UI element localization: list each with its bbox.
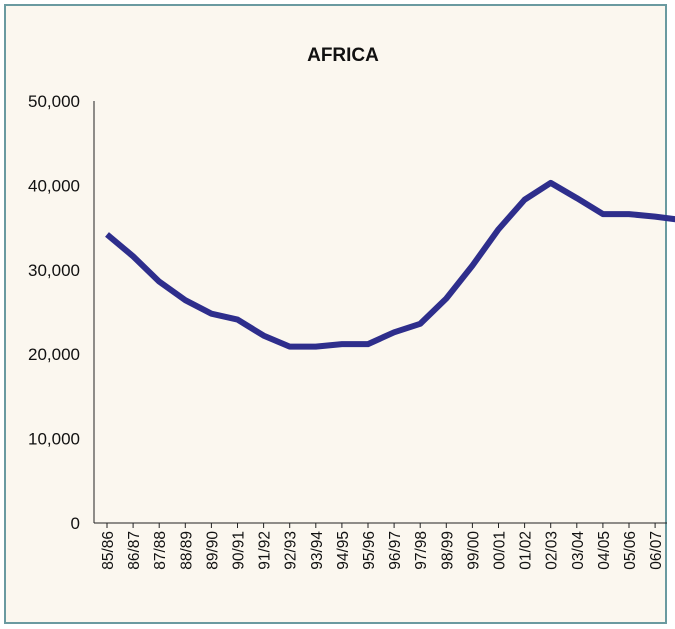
- series-line: [105, 179, 675, 350]
- chart-title: AFRICA: [307, 45, 379, 66]
- x-tick-label: 97/98: [413, 531, 430, 570]
- y-tick-label: 10,000: [28, 430, 80, 449]
- x-tick-label: 00/01: [492, 531, 509, 570]
- series-layer: [105, 179, 675, 350]
- x-tick-label: 06/07: [648, 531, 665, 570]
- chart-axes: [93, 101, 667, 524]
- y-tick-label: 20,000: [28, 345, 80, 364]
- y-tick-labels: 0 10,000 20,000 30,000 40,000 50,000: [28, 92, 80, 533]
- x-tick-label: 92/93: [283, 531, 300, 570]
- x-tick-label: 85/86: [100, 531, 117, 570]
- y-tick-label: 0: [71, 514, 80, 533]
- x-tick-label: 02/03: [544, 531, 561, 570]
- x-tick-label: 98/99: [439, 531, 456, 570]
- x-tick-label: 95/96: [361, 531, 378, 570]
- x-tick-label: 91/92: [257, 531, 274, 570]
- chart-frame: [4, 4, 667, 624]
- x-tick-label: 87/88: [152, 531, 169, 570]
- y-tick-label: 50,000: [28, 92, 80, 111]
- x-tick-label: 03/04: [570, 531, 587, 570]
- y-tick-label: 30,000: [28, 261, 80, 280]
- x-tick-label: 99/00: [465, 531, 482, 570]
- x-tick-label: 93/94: [309, 531, 326, 570]
- x-tick-label: 96/97: [387, 531, 404, 570]
- x-tick-label: 01/02: [518, 531, 535, 570]
- x-tick-labels: 85/86 86/87 87/88 88/89 89/90 90/91 91/92 92/93…: [100, 523, 675, 570]
- x-tick-label: 05/06: [622, 531, 639, 570]
- x-tick-label: 04/05: [596, 531, 613, 570]
- x-tick-label: 86/87: [126, 531, 143, 570]
- x-tick-label: 94/95: [335, 531, 352, 570]
- x-tick-label: 88/89: [178, 531, 195, 570]
- x-tick-label: 89/90: [204, 531, 221, 570]
- y-tick-label: 40,000: [28, 176, 80, 195]
- x-tick-label: 90/91: [231, 531, 248, 570]
